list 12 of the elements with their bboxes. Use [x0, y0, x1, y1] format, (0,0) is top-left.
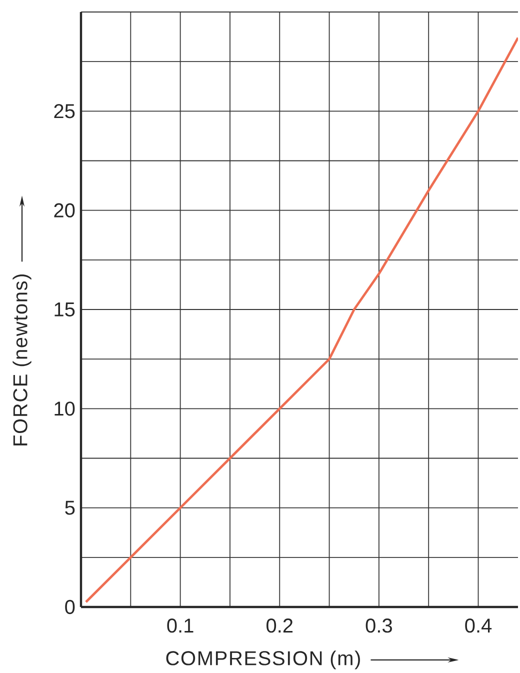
y-tick-label: 10	[54, 402, 75, 416]
x-axis-title: COMPRESSION (m)	[166, 650, 360, 670]
y-tick-label: 0	[65, 600, 75, 614]
x-tick-label: 0.4	[465, 618, 492, 633]
x-tick-label: 0.1	[167, 618, 194, 633]
x-tick-label: 0.2	[266, 618, 293, 633]
y-tick-label: 5	[65, 500, 75, 515]
y-tick-label: 25	[54, 104, 75, 118]
y-tick-label: 15	[54, 302, 75, 316]
x-tick-label: 0.3	[366, 618, 392, 633]
y-tick-label: 20	[54, 203, 75, 218]
y-axis-title: FORCE (newtons)	[12, 274, 32, 446]
